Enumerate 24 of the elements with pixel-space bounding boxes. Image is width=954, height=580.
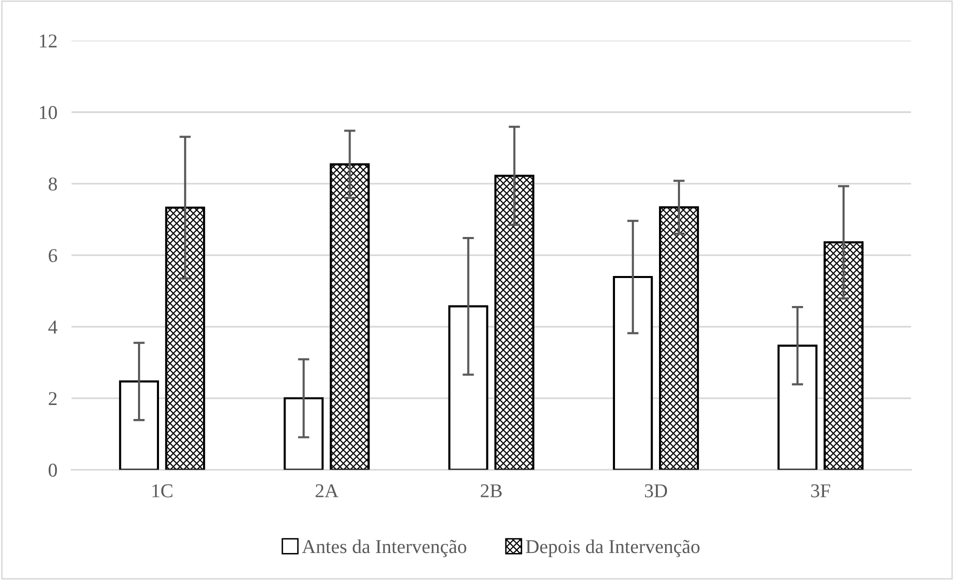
y-tick-label: 4 (48, 320, 58, 334)
bar (494, 174, 534, 470)
y-tick-label: 0 (48, 464, 57, 477)
legend-label: Antes da Intervenção (302, 540, 466, 558)
bar (165, 206, 206, 470)
y-tick-label: 2 (48, 392, 57, 406)
bar (778, 344, 818, 470)
bar (284, 397, 324, 470)
x-tick-label: 3F (811, 484, 830, 498)
y-tick-label: 12 (40, 34, 57, 48)
x-tick-label: 2A (316, 484, 338, 498)
x-tick-label: 3D (644, 484, 668, 498)
y-tick-label: 8 (48, 177, 57, 191)
x-tick-label: 1C (152, 484, 172, 498)
bar (330, 163, 370, 470)
bar (448, 305, 488, 470)
bar (824, 241, 864, 470)
x-tick-label: 2B (480, 484, 502, 498)
legend-label: Depois da Intervenção (526, 540, 700, 558)
bar (119, 380, 160, 470)
bar (658, 206, 699, 470)
bar (612, 276, 653, 470)
y-tick-label: 10 (40, 106, 57, 120)
y-tick-label: 6 (48, 249, 58, 262)
